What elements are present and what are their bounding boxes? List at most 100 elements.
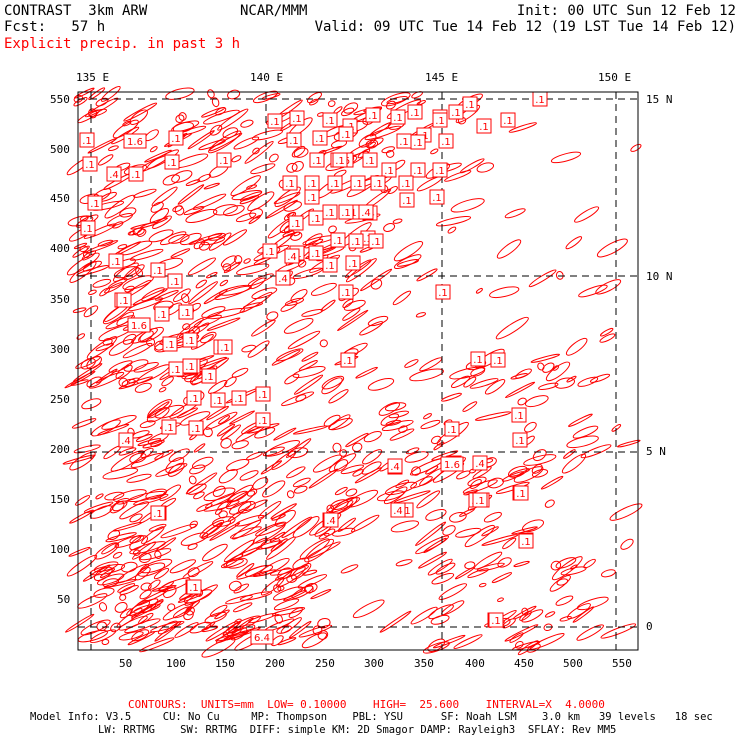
- precip-contour: [332, 527, 356, 537]
- precip-contour: [99, 568, 116, 579]
- x-tick: 200: [265, 657, 285, 670]
- svg-text:.1: .1: [311, 214, 321, 225]
- precip-contour: [476, 562, 505, 572]
- precip-contour: [101, 543, 119, 555]
- precip-contour: [467, 476, 487, 487]
- precip-contour: [332, 442, 342, 453]
- lat-label: 5 N: [646, 445, 666, 458]
- precip-contour: [532, 449, 547, 462]
- precip-contour: [134, 382, 152, 393]
- precip-contour: [276, 348, 304, 362]
- precip-contour: [231, 519, 262, 540]
- precip-contour: [293, 374, 324, 395]
- precip-contour: [112, 119, 139, 139]
- precip-contour: [177, 407, 198, 419]
- precip-contour: [273, 191, 301, 205]
- precip-contour: [427, 558, 453, 576]
- precip-contour: [363, 430, 382, 443]
- contour-value-label: .4: [106, 166, 122, 182]
- svg-text:.4: .4: [326, 516, 336, 527]
- precip-contour: [239, 195, 259, 205]
- precip-contour: [203, 487, 236, 502]
- precip-contour: [183, 205, 205, 216]
- precip-contour: [233, 583, 250, 594]
- precip-contour: [511, 526, 538, 535]
- svg-text:.1: .1: [157, 310, 167, 321]
- precip-contour: [292, 425, 329, 435]
- contour-value-label: .1: [511, 407, 527, 423]
- precip-contour: [102, 467, 139, 480]
- lat-label: 10 N: [646, 270, 673, 283]
- precip-contour: [108, 360, 133, 373]
- precip-contour: [286, 466, 306, 479]
- precip-contour: [290, 289, 308, 303]
- svg-text:.4: .4: [361, 208, 371, 219]
- precip-contour: [276, 566, 306, 588]
- contour-value-label: .1: [217, 339, 233, 355]
- contour-value-label: .1: [365, 107, 381, 123]
- contour-value-label: .1: [168, 130, 184, 146]
- precip-contour: [321, 377, 343, 395]
- precip-contour: [251, 319, 276, 337]
- svg-text:.1: .1: [153, 509, 163, 520]
- contour-value-label: .1: [368, 233, 384, 249]
- svg-text:.1: .1: [333, 236, 343, 247]
- precip-contour: [274, 614, 283, 624]
- precip-contour: [207, 232, 226, 241]
- precip-contour: [115, 364, 133, 379]
- precip-contour: [192, 193, 227, 211]
- contour-value-label: .1: [518, 533, 534, 549]
- precip-contour: [270, 538, 288, 552]
- precip-contour: [222, 229, 248, 246]
- precip-contour: [73, 444, 101, 454]
- precip-contour: [102, 338, 113, 346]
- precip-contour: [236, 263, 270, 276]
- precip-contour: [227, 89, 241, 100]
- precip-contour: [286, 574, 298, 583]
- contour-value-label: .1: [255, 412, 271, 428]
- precip-contour: [201, 306, 226, 318]
- precip-contour: [154, 550, 162, 560]
- precip-contour: [148, 523, 167, 532]
- precip-contour: [600, 327, 614, 337]
- precip-contour: [218, 510, 228, 519]
- precip-contour: [201, 520, 232, 540]
- svg-text:.1: .1: [441, 137, 451, 148]
- svg-text:.1: .1: [341, 130, 351, 141]
- contour-value-label: .1: [338, 284, 354, 300]
- precip-contour: [199, 519, 225, 538]
- precip-contour: [80, 358, 96, 370]
- precip-contour: [462, 479, 498, 494]
- precip-contour: [578, 284, 608, 298]
- precip-contour: [162, 174, 180, 186]
- svg-text:.1: .1: [311, 249, 321, 260]
- precip-contour: [572, 606, 595, 623]
- precip-contour: [308, 468, 339, 489]
- precip-contour: [118, 447, 137, 456]
- svg-text:.1: .1: [325, 208, 335, 219]
- precip-contour: [131, 629, 150, 642]
- precip-contour: [283, 201, 302, 212]
- svg-text:.1: .1: [341, 208, 351, 219]
- precip-contour: [135, 434, 153, 442]
- precip-contour: [117, 244, 128, 250]
- contour-value-label: .1: [312, 130, 328, 146]
- precip-contour: [175, 114, 185, 123]
- contour-value-label: .1: [476, 118, 492, 134]
- precip-contour: [126, 473, 152, 483]
- precip-contour: [386, 99, 422, 119]
- precip-contour: [124, 285, 135, 293]
- precip-contour: [68, 546, 91, 557]
- contour-value-label: .1: [282, 175, 298, 191]
- precip-contour: [123, 264, 145, 281]
- precip-contour: [328, 389, 349, 404]
- svg-text:.1: .1: [325, 261, 335, 272]
- precip-contour: [89, 505, 114, 519]
- precip-contour: [320, 299, 336, 312]
- svg-text:.1: .1: [213, 396, 223, 407]
- contour-value-label: .1: [490, 352, 506, 368]
- precip-contour: [148, 229, 174, 243]
- precip-contour: [168, 448, 190, 462]
- precip-contour: [304, 238, 324, 249]
- precip-contour: [567, 603, 591, 620]
